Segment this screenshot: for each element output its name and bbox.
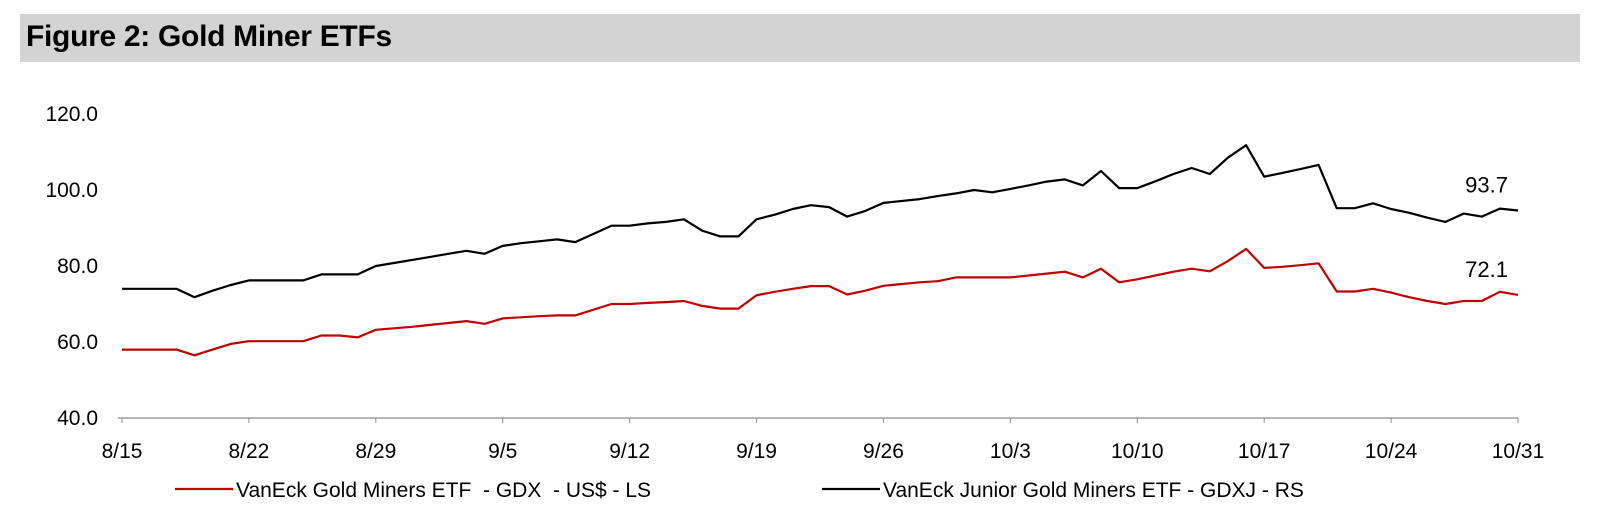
gdx-end-label: 72.1 (1465, 257, 1508, 282)
end-labels: 72.1 93.7 (1465, 173, 1508, 282)
x-tick-label: 10/24 (1365, 440, 1418, 463)
x-tick-label: 10/3 (990, 440, 1031, 463)
y-tick-label: 100.0 (45, 179, 98, 202)
title-bar: Figure 2: Gold Miner ETFs (20, 14, 1580, 62)
y-tick-label: 120.0 (45, 103, 98, 126)
y-tick-label: 80.0 (57, 255, 98, 278)
x-tick-label: 8/29 (355, 440, 396, 463)
x-tick-label: 8/15 (102, 440, 143, 463)
x-tick-label: 9/12 (609, 440, 650, 463)
x-tick-label: 10/31 (1492, 440, 1545, 463)
x-tick-label: 10/10 (1111, 440, 1164, 463)
x-tick-label: 10/17 (1238, 440, 1291, 463)
gdxj-end-label: 93.7 (1465, 173, 1508, 198)
x-tick-label: 8/22 (228, 440, 269, 463)
chart-title: Figure 2: Gold Miner ETFs (26, 20, 392, 53)
gdxj-series-line (122, 144, 1519, 299)
gdx-series-line (122, 247, 1519, 357)
x-tick-label: 9/19 (736, 440, 777, 463)
x-axis-ticks: 8/15 8/22 8/29 9/5 9/12 9/19 9/26 10/3 10/10 10/1… (102, 418, 1545, 463)
y-tick-label: 60.0 (57, 331, 98, 354)
x-tick-label: 9/26 (863, 440, 904, 463)
legend-label-gdx: VanEck Gold Miners ETF - GDX - US$ - LS (236, 479, 651, 502)
x-tick-label: 9/5 (488, 440, 517, 463)
series-lines (122, 144, 1519, 357)
y-tick-label: 40.0 (57, 407, 98, 430)
legend-label-gdxj: VanEck Junior Gold Miners ETF - GDXJ - R… (883, 479, 1304, 502)
y-axis-ticks: 40.0 60.0 80.0 100.0 120.0 (45, 103, 98, 430)
legend: VanEck Gold Miners ETF - GDX - US$ - LS V… (175, 479, 1304, 502)
